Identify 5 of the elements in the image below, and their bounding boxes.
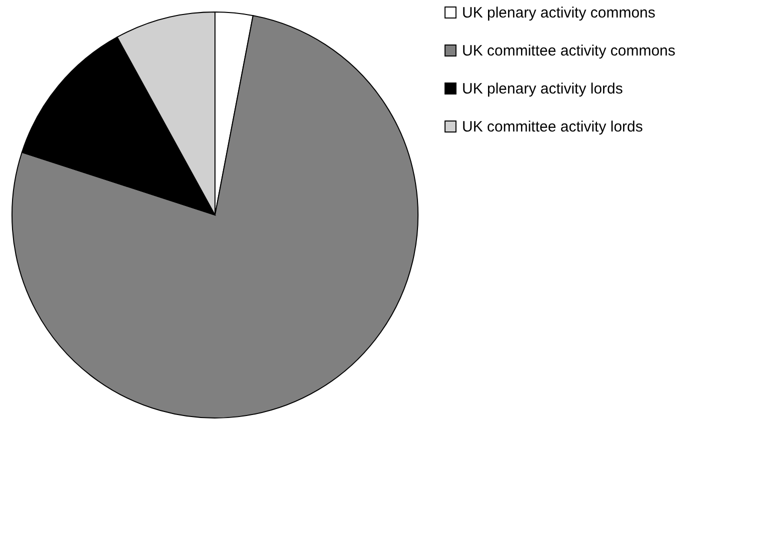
legend-label: UK committee activity lords	[462, 118, 643, 136]
pie-slice	[12, 15, 418, 418]
legend-label: UK committee activity commons	[462, 42, 676, 60]
legend-label: UK plenary activity commons	[462, 4, 656, 22]
legend-label: UK plenary activity lords	[462, 80, 623, 98]
